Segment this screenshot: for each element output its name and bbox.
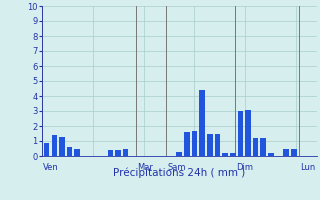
Text: Dim: Dim (236, 164, 253, 172)
Bar (176, 152, 182, 156)
Bar (108, 150, 113, 156)
Bar (268, 153, 274, 156)
Bar (260, 138, 266, 156)
Bar (215, 134, 220, 156)
X-axis label: Précipitations 24h ( mm ): Précipitations 24h ( mm ) (113, 167, 245, 178)
Bar (75, 148, 80, 156)
Text: Mar: Mar (137, 164, 153, 172)
Bar (230, 153, 236, 156)
Text: Sam: Sam (168, 164, 186, 172)
Bar (222, 153, 228, 156)
Bar (284, 149, 289, 156)
Text: Ven: Ven (43, 164, 59, 172)
Bar (199, 90, 205, 156)
Bar (192, 131, 197, 156)
Bar (59, 137, 65, 156)
Bar (115, 150, 121, 156)
Bar (52, 135, 57, 156)
Bar (67, 147, 72, 156)
Bar (207, 134, 212, 156)
Bar (253, 138, 259, 156)
Bar (44, 142, 50, 156)
Text: Lun: Lun (300, 164, 316, 172)
Bar (237, 111, 243, 156)
Bar (123, 149, 129, 156)
Bar (291, 149, 297, 156)
Bar (184, 132, 190, 156)
Bar (245, 110, 251, 156)
